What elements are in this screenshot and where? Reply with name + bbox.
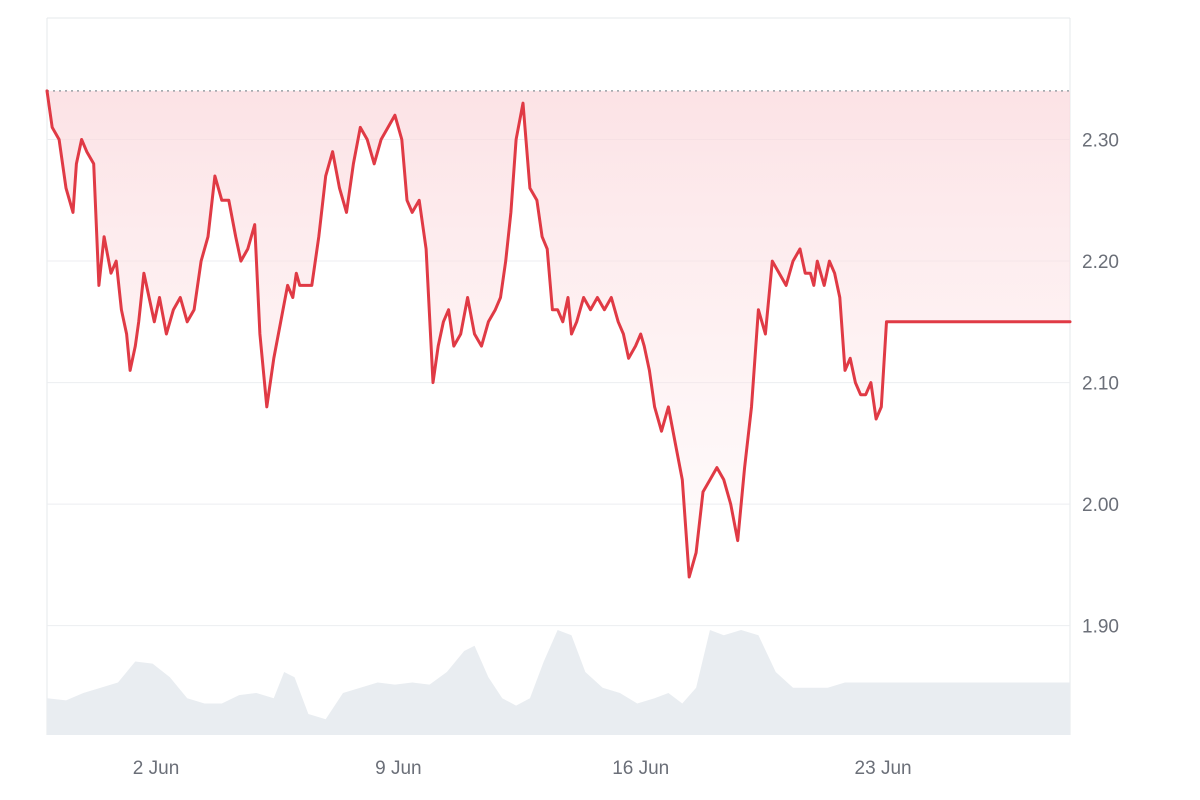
price-series-line[interactable] — [45, 89, 1072, 579]
x-tick-label: 9 Jun — [375, 758, 421, 779]
price-area-shape — [47, 90, 1070, 578]
y-tick-label: 2.10 — [1082, 374, 1119, 395]
price-line[interactable] — [45, 89, 1072, 579]
volume-area — [47, 630, 1070, 735]
y-tick-label: 2.20 — [1082, 252, 1119, 273]
x-tick-label: 16 Jun — [612, 758, 669, 779]
x-axis-ticks: 2 Jun 9 Jun 16 Jun 23 Jun — [133, 758, 912, 779]
y-tick-label: 2.00 — [1082, 495, 1119, 516]
x-tick-label: 2 Jun — [133, 758, 179, 779]
volume-shape — [47, 630, 1070, 735]
x-tick-label: 23 Jun — [855, 758, 912, 779]
price-area-fill — [47, 90, 1070, 578]
y-axis-ticks: 1.90 2.00 2.10 2.20 2.30 — [1082, 131, 1119, 638]
y-tick-label: 1.90 — [1082, 617, 1119, 638]
y-tick-label: 2.30 — [1082, 131, 1119, 152]
